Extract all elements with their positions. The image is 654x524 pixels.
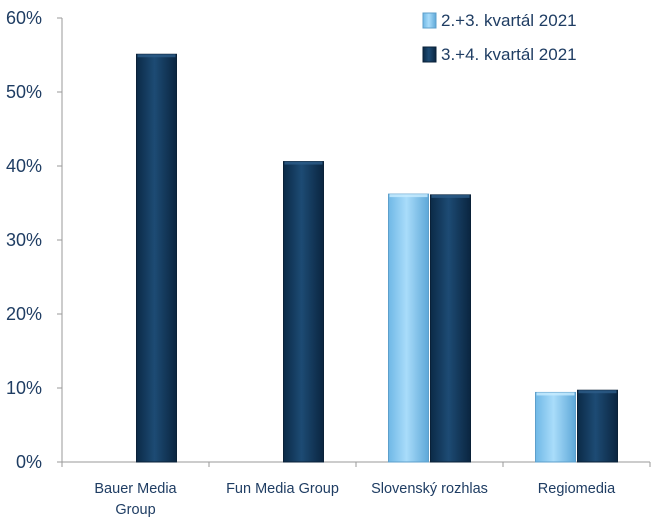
legend: 2.+3. kvartál 2021 3.+4. kvartál 2021 (422, 11, 577, 64)
bar-q34-2021-1 (283, 161, 324, 463)
y-tick-label: 60% (6, 8, 42, 28)
x-category-label: Regiomedia (538, 481, 616, 497)
x-category-label-line: Fun Media Group (226, 481, 339, 497)
x-category-label-line: Regiomedia (538, 481, 616, 497)
x-category-label: Slovenský rozhlas (371, 481, 488, 497)
x-category-label-line: Slovenský rozhlas (371, 481, 488, 497)
bars (136, 53, 618, 463)
legend-swatch (422, 12, 437, 29)
legend-label: 3.+4. kvartál 2021 (441, 45, 577, 64)
x-axis-labels: Bauer Media Group Fun Media Group Slovenský… (61, 462, 651, 518)
bar-q34-2021-2 (430, 194, 471, 463)
y-tick-label: 10% (6, 378, 42, 398)
y-tick-label: 50% (6, 82, 42, 102)
y-tick-label: 40% (6, 156, 42, 176)
legend-swatch (422, 46, 437, 63)
y-tick-label: 20% (6, 304, 42, 324)
x-category-label: Fun Media Group (226, 481, 339, 497)
bar-q23-2021-2 (388, 193, 429, 463)
y-tick-label: 30% (6, 230, 42, 250)
y-axis-ticks: 0% 10% 20% 30% 40% 50% 60% (6, 8, 62, 472)
y-tick-label: 0% (16, 452, 42, 472)
bar-q23-2021-3 (535, 391, 576, 463)
x-category-label: Bauer Media Group (94, 481, 177, 518)
bar-q34-2021-0 (136, 53, 177, 463)
x-category-label-line: Bauer Media (94, 481, 177, 497)
bar-q34-2021-3 (577, 389, 618, 463)
legend-label: 2.+3. kvartál 2021 (441, 11, 577, 30)
x-category-label-line: Group (115, 502, 155, 518)
